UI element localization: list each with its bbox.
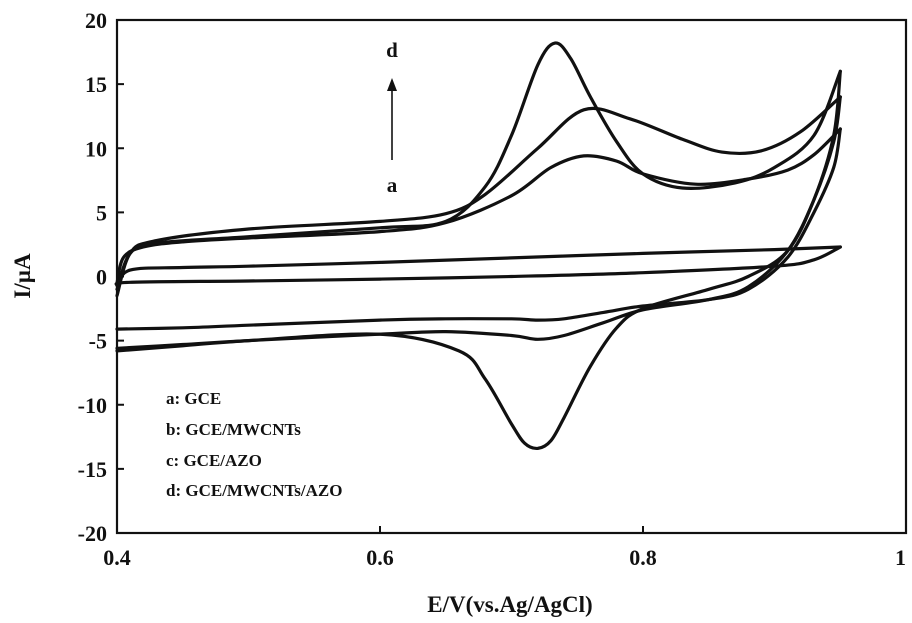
legend-entry-d: d: GCE/MWCNTs/AZO	[166, 481, 342, 500]
y-tick-label: 5	[96, 200, 107, 225]
series-d-anodic-line	[115, 41, 842, 291]
x-tick-label: 1	[895, 545, 906, 570]
y-tick-label: -10	[78, 393, 107, 418]
y-tick-label: -20	[78, 521, 107, 546]
y-tick-label: 0	[96, 265, 107, 290]
annotation-label-a: a	[387, 173, 398, 197]
annotation-arrow-head	[387, 78, 397, 91]
y-tick-label: 15	[85, 72, 107, 97]
series-c-cathodic-line	[115, 95, 842, 350]
y-tick-label: 20	[85, 8, 107, 33]
series-b-cathodic-line	[115, 127, 842, 331]
series-a-anodic-line	[115, 245, 842, 288]
legend-entry-c: c: GCE/AZO	[166, 451, 262, 470]
y-axis-title: I/µA	[10, 253, 35, 299]
series-a-cathodic-line	[114, 245, 842, 288]
y-tick-label: -5	[89, 329, 107, 354]
x-tick-label: 0.8	[629, 545, 657, 570]
axis-tick-labels: 20 15 10 5 0 -5 -10 -15 -200.4 0.6 0.8 1	[78, 8, 906, 570]
series-d-cathodic-line	[115, 69, 842, 451]
annotation-label-d: d	[386, 38, 398, 62]
series-annotation: d a	[386, 38, 398, 197]
series-c-anodic-line	[115, 95, 842, 298]
x-axis-title: E/V(vs.Ag/AgCl)	[427, 592, 592, 617]
legend-entry-b: b: GCE/MWCNTs	[166, 420, 301, 439]
x-tick-label: 0.4	[103, 545, 131, 570]
voltammogram-curves	[114, 41, 842, 451]
x-tick-label: 0.6	[366, 545, 394, 570]
legend-entry-a: a: GCE	[166, 389, 221, 408]
y-tick-label: -15	[78, 457, 107, 482]
legend: a: GCE b: GCE/MWCNTs c: GCE/AZO d: GCE/M…	[166, 389, 342, 500]
y-tick-label: 10	[85, 136, 107, 161]
